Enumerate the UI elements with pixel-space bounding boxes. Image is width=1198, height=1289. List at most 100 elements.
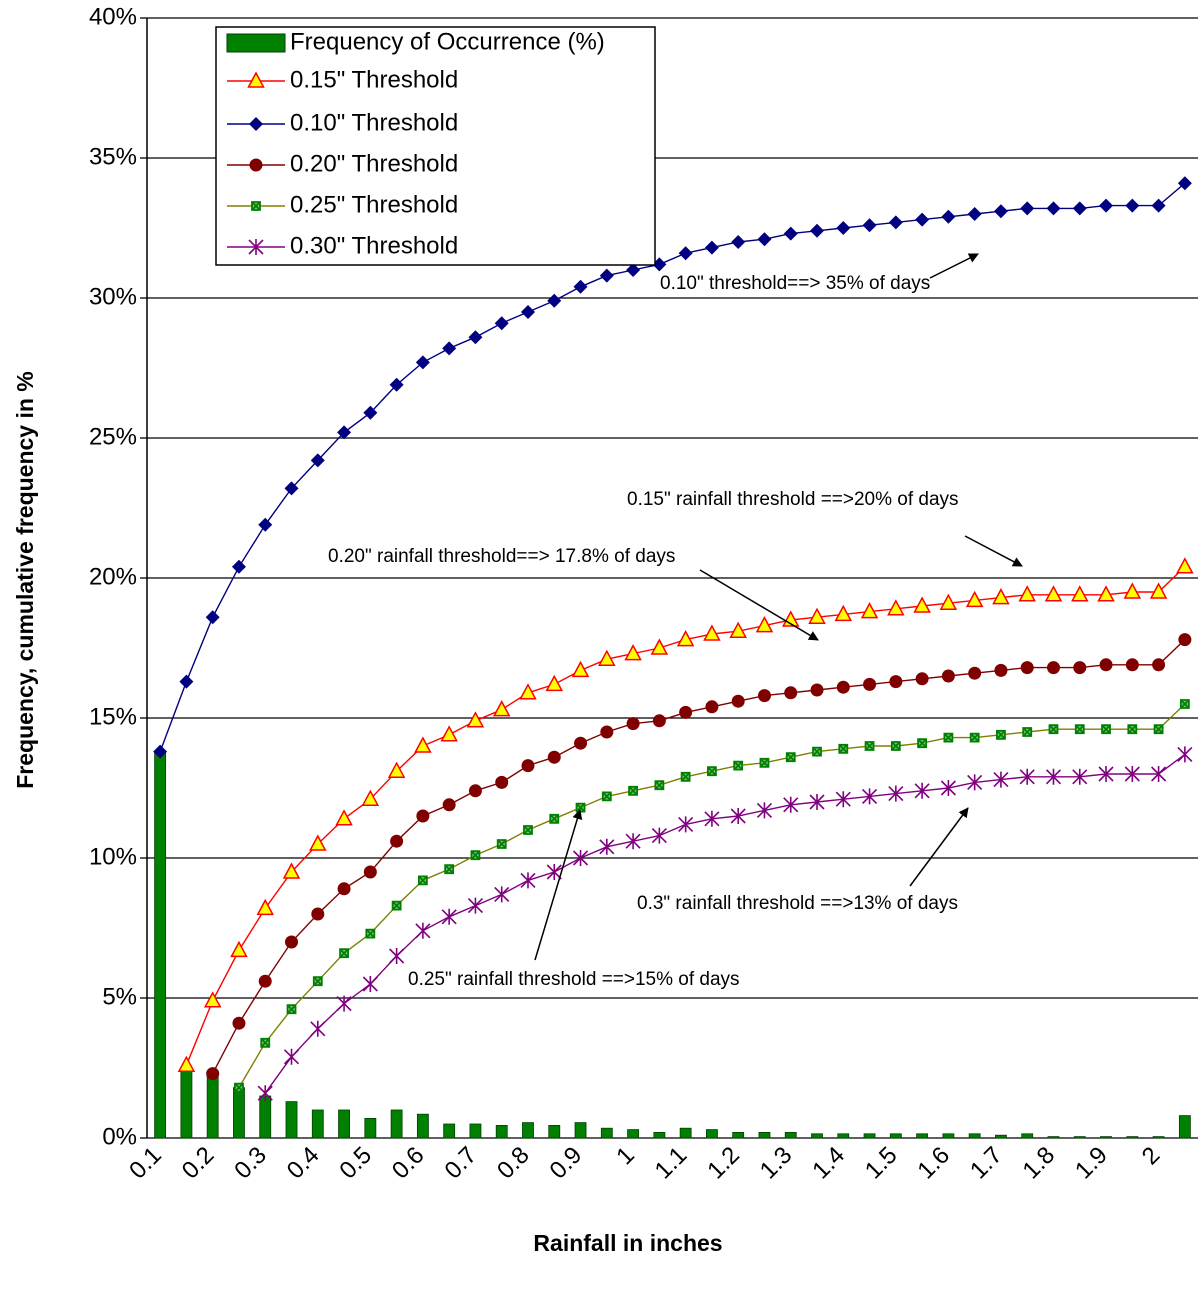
marker — [1046, 201, 1061, 216]
marker — [494, 316, 509, 331]
marker — [571, 660, 590, 678]
marker — [260, 1037, 271, 1048]
marker — [549, 813, 560, 824]
line — [212, 639, 1186, 1074]
bar — [154, 751, 167, 1139]
marker — [652, 714, 666, 728]
marker — [492, 700, 511, 717]
marker — [1125, 198, 1140, 213]
bar — [285, 1101, 298, 1139]
marker — [1151, 198, 1166, 213]
bar — [679, 1127, 692, 1139]
marker — [993, 771, 1009, 788]
line — [264, 753, 1186, 1094]
marker — [1074, 724, 1085, 735]
marker — [678, 816, 694, 833]
x-tick-label: 0.9 — [545, 1142, 588, 1185]
marker — [231, 559, 246, 574]
marker — [415, 922, 431, 939]
marker — [994, 663, 1008, 677]
y-tick-label: 10% — [89, 843, 137, 870]
marker — [654, 780, 665, 791]
marker — [573, 279, 588, 294]
marker — [810, 223, 825, 238]
marker — [784, 686, 798, 700]
annotation-arrow — [534, 809, 583, 961]
marker — [834, 604, 853, 622]
x-tick-label: 1.3 — [755, 1142, 798, 1185]
marker — [624, 644, 642, 661]
annotation: 0.25" rainfall threshold ==>15% of days — [408, 969, 740, 990]
marker — [286, 1004, 297, 1015]
marker — [547, 750, 561, 764]
marker — [1048, 724, 1059, 735]
bar — [206, 1073, 219, 1139]
marker — [440, 725, 458, 742]
marker — [1072, 201, 1087, 216]
marker — [939, 593, 958, 610]
marker — [650, 638, 669, 655]
marker — [251, 201, 261, 211]
bar — [259, 1095, 272, 1139]
marker — [467, 897, 484, 914]
y-axis-title: Frequency, cumulative frequency in % — [12, 371, 38, 789]
marker — [756, 802, 773, 819]
marker — [1046, 661, 1060, 675]
marker — [442, 798, 456, 812]
marker — [205, 610, 220, 625]
bar — [732, 1132, 745, 1139]
x-axis-title: Rainfall in inches — [533, 1230, 722, 1256]
annotation: 0.15" rainfall threshold ==>20% of days — [627, 489, 959, 510]
marker — [625, 833, 641, 850]
marker — [417, 875, 428, 886]
marker — [914, 782, 930, 799]
marker — [809, 794, 825, 810]
marker — [890, 741, 901, 751]
marker — [1127, 724, 1138, 735]
marker — [941, 209, 956, 224]
marker — [444, 864, 455, 875]
marker — [1099, 658, 1113, 672]
marker — [258, 517, 273, 532]
marker — [257, 1085, 273, 1102]
marker — [1125, 658, 1139, 672]
legend-label: 0.10" Threshold — [290, 109, 458, 136]
marker — [1151, 766, 1167, 782]
x-tick-label: 0.5 — [334, 1142, 377, 1185]
marker — [470, 850, 481, 861]
marker — [248, 239, 264, 255]
marker — [1020, 661, 1034, 675]
marker — [361, 789, 380, 806]
marker — [389, 377, 404, 392]
annotation-arrow — [699, 569, 819, 641]
marker — [337, 882, 351, 896]
marker — [415, 355, 430, 370]
y-tick-label: 20% — [89, 563, 137, 590]
marker — [390, 834, 404, 848]
marker — [363, 865, 377, 879]
marker — [965, 590, 984, 608]
marker — [943, 732, 954, 743]
marker — [339, 948, 349, 959]
marker — [1124, 766, 1140, 782]
marker — [680, 771, 691, 782]
marker — [177, 1055, 196, 1072]
annotation-arrow — [929, 253, 979, 279]
marker — [862, 218, 877, 233]
marker — [785, 752, 796, 763]
marker — [545, 674, 564, 692]
marker — [704, 240, 719, 255]
marker — [731, 694, 745, 708]
bar — [942, 1133, 955, 1139]
legend-label: 0.15" Threshold — [290, 66, 458, 93]
x-tick-label: 1.5 — [860, 1142, 903, 1185]
marker — [1179, 699, 1190, 709]
bar — [1126, 1136, 1139, 1139]
legend-swatch — [226, 33, 286, 53]
marker — [940, 780, 956, 796]
bar — [837, 1133, 850, 1139]
marker — [494, 886, 510, 903]
marker — [757, 689, 771, 703]
marker — [282, 862, 301, 879]
